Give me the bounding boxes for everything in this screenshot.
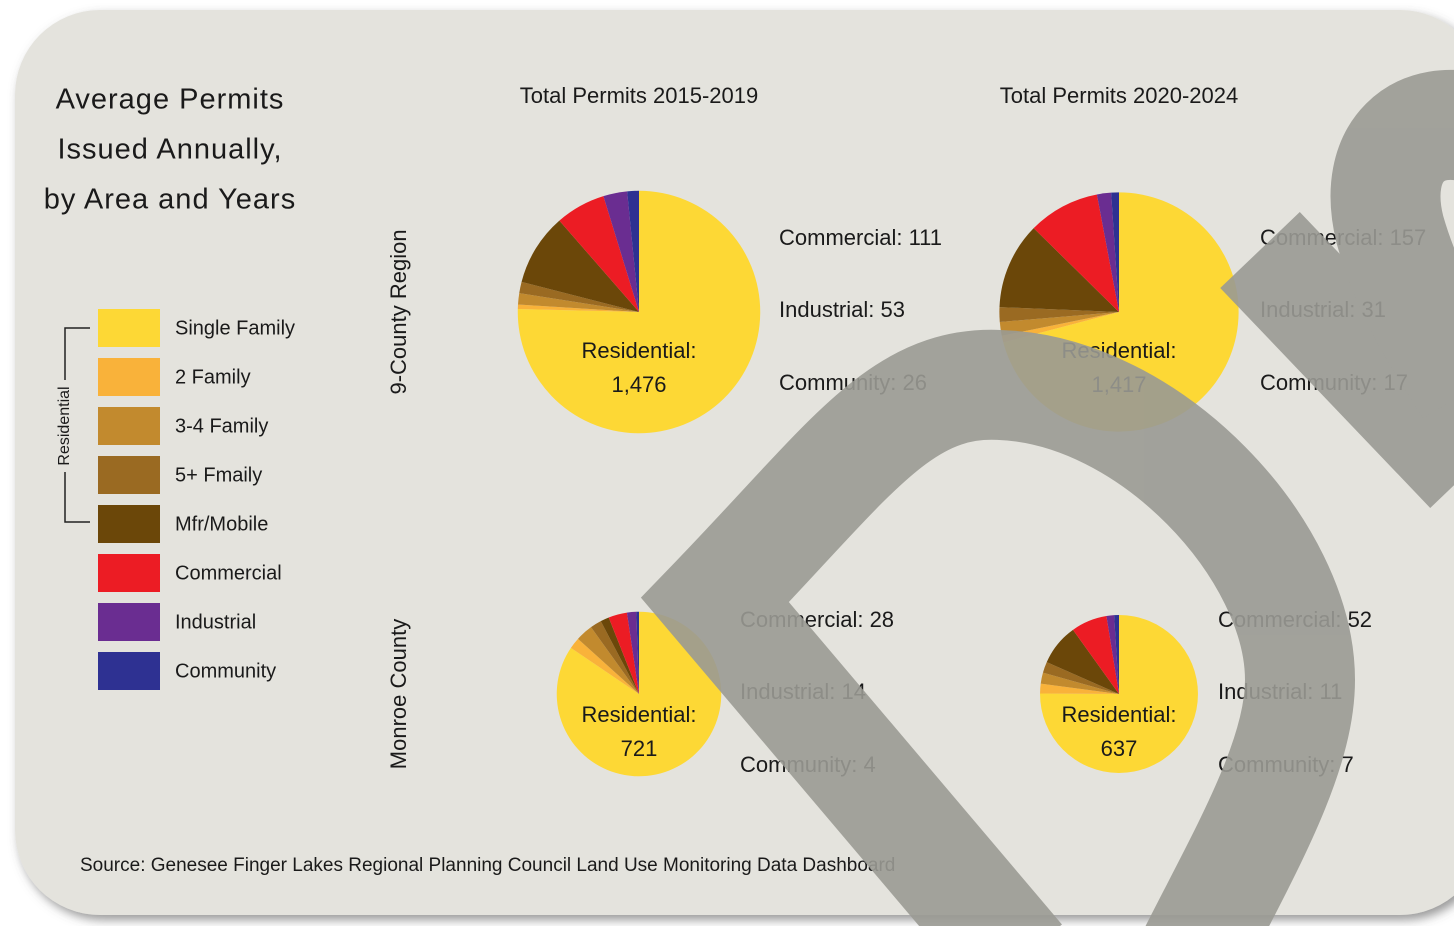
residential-label: Residential: [582, 338, 697, 363]
pie-slice [1046, 629, 1119, 694]
pie-slice [570, 638, 639, 694]
legend-swatch [98, 309, 160, 347]
pie-slice [603, 191, 639, 312]
legend-swatch [98, 358, 160, 396]
pie-slice [999, 307, 1119, 322]
legend-label: Industrial [175, 611, 256, 633]
legend-label: Community [175, 660, 276, 682]
pie-slice [517, 190, 761, 434]
content: Average Permits Issued Annually, by Area a… [44, 83, 1426, 876]
row-title: 9-County Region [386, 229, 411, 394]
residential-label: Residential: [582, 702, 697, 727]
pie-slice [1040, 672, 1119, 694]
title-line: by Area and Years [44, 184, 296, 216]
residential-label: Residential: [1062, 702, 1177, 727]
pie-slice [1033, 194, 1119, 312]
pie-slice [608, 612, 639, 694]
row-title: Monroe County [386, 619, 411, 769]
pie-slice [1072, 616, 1119, 694]
legend-swatch [98, 407, 160, 445]
legend-swatch [98, 456, 160, 494]
residential-label: 721 [621, 736, 658, 761]
residential-label: 1,476 [611, 372, 666, 397]
pie-slice [559, 196, 639, 312]
slice-annotation: Industrial: 53 [779, 297, 905, 322]
legend-label: Commercial [175, 562, 282, 584]
column-title: Total Permits 2015-2019 [520, 83, 758, 108]
title-line: Issued Annually, [57, 134, 282, 166]
legend-label: 3-4 Family [175, 415, 268, 437]
legend-label: Single Family [175, 317, 295, 339]
pie-slice [517, 304, 639, 312]
column-title: Total Permits 2020-2024 [1000, 83, 1238, 108]
pie-slice [1042, 662, 1119, 694]
pie-slice [1040, 615, 1198, 773]
pie-slice [626, 611, 639, 694]
pie-slice [1114, 615, 1119, 694]
pie-slice [1111, 192, 1119, 312]
legend-swatch [98, 554, 160, 592]
pie-slice [1040, 683, 1119, 694]
legend-label: Mfr/Mobile [175, 513, 268, 535]
watermark-stroke [1220, 212, 1454, 508]
legend-swatch [98, 652, 160, 690]
legend-group-label: Residential [56, 386, 73, 465]
pie-slice [627, 190, 639, 312]
pie-slice [518, 293, 639, 312]
pie-slice [999, 228, 1119, 312]
bracket-gap [55, 380, 75, 472]
watermark-loop [640, 329, 1356, 926]
residential-label: 637 [1101, 736, 1138, 761]
pie-slice [577, 627, 639, 694]
legend-swatch [98, 505, 160, 543]
pie-slice [591, 621, 639, 694]
pie-slice [556, 611, 722, 777]
pie-slice [999, 312, 1119, 336]
slice-annotation: Commercial: 111 [779, 225, 942, 250]
pie-slice [636, 611, 639, 694]
legend-label: 5+ Fmaily [175, 464, 262, 486]
source-note: Source: Genesee Finger Lakes Regional Pl… [80, 855, 895, 876]
legend-swatch [98, 603, 160, 641]
pie-slice [521, 220, 639, 312]
pie-slice [600, 617, 639, 694]
watermark [640, 70, 1454, 926]
pie-slice [1096, 192, 1119, 312]
pie-slice [519, 281, 639, 312]
title-line: Average Permits [56, 84, 285, 116]
legend-label: 2 Family [175, 366, 251, 388]
watermark-arc [1330, 70, 1454, 419]
pie-slice [1106, 615, 1119, 694]
